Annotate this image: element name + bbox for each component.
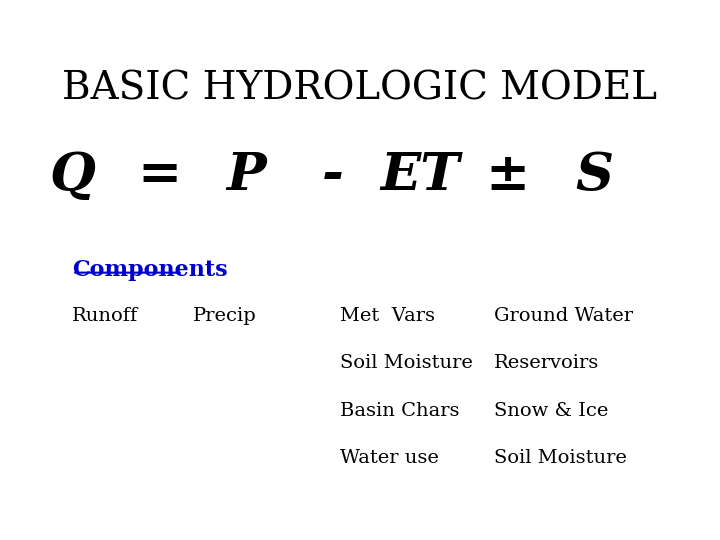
Text: BASIC HYDROLOGIC MODEL: BASIC HYDROLOGIC MODEL [63,70,657,107]
Text: Runoff: Runoff [72,307,138,325]
Text: Components: Components [72,260,228,281]
Text: P: P [226,150,266,201]
Text: Soil Moisture: Soil Moisture [340,354,473,372]
Text: =: = [137,150,181,201]
Text: Basin Chars: Basin Chars [340,402,459,420]
Text: ET: ET [380,150,460,201]
Text: -: - [323,150,344,201]
Text: Snow & Ice: Snow & Ice [494,402,608,420]
Text: Water use: Water use [340,449,438,467]
Text: Q: Q [49,150,95,201]
Text: Soil Moisture: Soil Moisture [494,449,626,467]
Text: Met  Vars: Met Vars [340,307,435,325]
Text: Ground Water: Ground Water [494,307,633,325]
Text: ±: ± [485,150,529,201]
Text: Reservoirs: Reservoirs [494,354,599,372]
Text: Precip: Precip [193,307,256,325]
Text: S: S [575,150,613,201]
